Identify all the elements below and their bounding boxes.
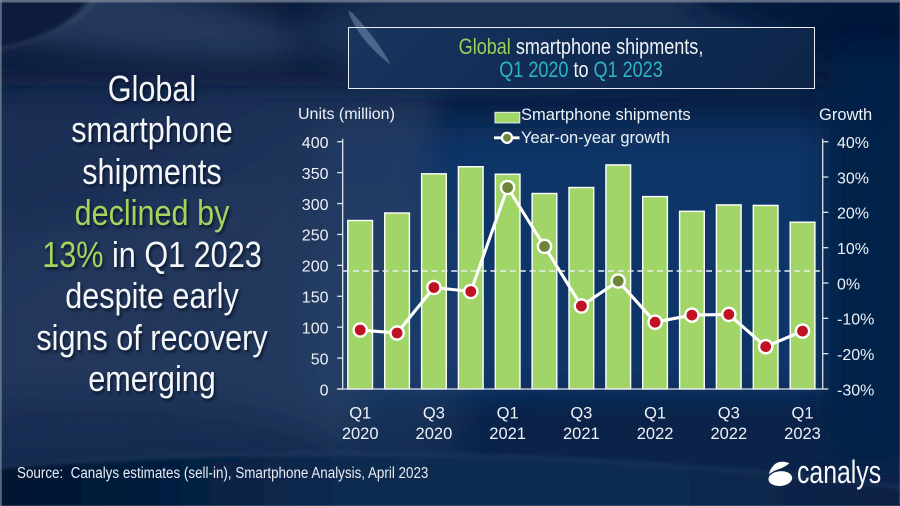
svg-text:400: 400 [302,135,329,152]
svg-text:10%: 10% [837,241,869,258]
svg-text:300: 300 [302,197,329,214]
svg-text:-10%: -10% [837,312,874,329]
svg-text:-30%: -30% [837,382,874,399]
svg-text:2023: 2023 [784,425,821,443]
svg-text:Q1: Q1 [497,405,519,423]
svg-text:150: 150 [302,290,329,307]
svg-text:250: 250 [302,228,329,245]
svg-text:2022: 2022 [637,425,674,443]
svg-text:20%: 20% [837,206,869,223]
svg-text:50: 50 [311,351,329,368]
svg-text:Q3: Q3 [718,405,740,423]
svg-text:2020: 2020 [416,425,453,443]
svg-text:Q3: Q3 [423,405,445,423]
svg-text:2021: 2021 [489,425,526,443]
svg-text:Q1: Q1 [792,405,814,423]
svg-text:2022: 2022 [710,425,747,443]
svg-text:350: 350 [302,166,329,183]
svg-text:0%: 0% [837,276,860,293]
svg-text:0: 0 [320,382,329,399]
svg-text:30%: 30% [837,170,869,187]
svg-text:-20%: -20% [837,347,874,364]
svg-text:40%: 40% [837,135,869,152]
svg-text:Q3: Q3 [570,405,592,423]
svg-text:200: 200 [302,259,329,276]
svg-text:2020: 2020 [342,425,379,443]
svg-text:Q1: Q1 [644,405,666,423]
svg-text:2021: 2021 [563,425,600,443]
svg-text:Q1: Q1 [349,405,371,423]
svg-text:100: 100 [302,320,329,337]
